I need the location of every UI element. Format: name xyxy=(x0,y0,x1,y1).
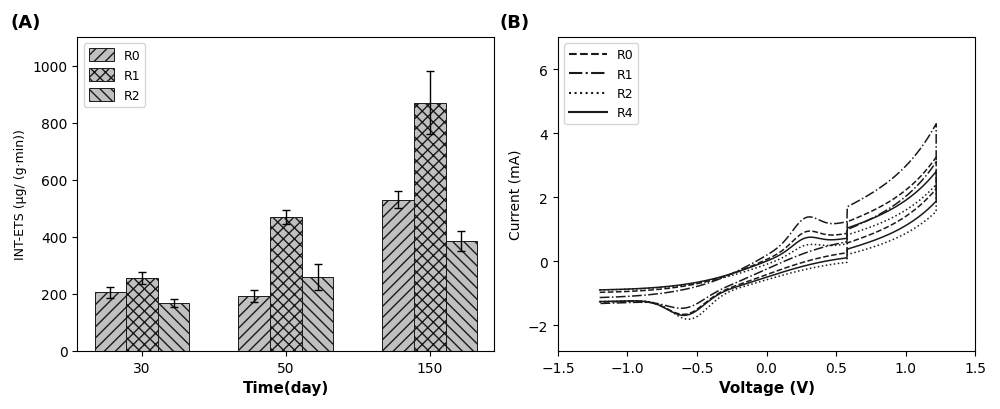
Bar xyxy=(302,278,333,351)
X-axis label: Voltage (V): Voltage (V) xyxy=(719,380,815,395)
Y-axis label: INT-ETS (μg/ (g·min)): INT-ETS (μg/ (g·min)) xyxy=(14,129,27,260)
R4 xyxy=(803,263,815,267)
Bar xyxy=(446,241,477,351)
R1 xyxy=(636,300,648,305)
R2 xyxy=(803,267,815,272)
X-axis label: Time(day): Time(day) xyxy=(243,380,329,395)
R4 xyxy=(678,313,690,318)
R1 xyxy=(594,295,606,300)
Bar xyxy=(95,293,126,351)
R4 xyxy=(930,170,942,175)
R0 xyxy=(803,258,815,263)
Line: R0: R0 xyxy=(600,158,936,315)
R0 xyxy=(714,276,726,281)
R4 xyxy=(606,288,618,292)
R0 xyxy=(636,299,648,304)
R2 xyxy=(636,299,648,304)
Bar xyxy=(270,217,302,351)
R1 xyxy=(803,249,815,254)
R0 xyxy=(922,196,934,201)
Bar xyxy=(158,303,189,351)
R0 xyxy=(606,290,618,295)
R1 xyxy=(606,295,618,300)
R2 xyxy=(714,276,726,281)
Bar xyxy=(382,200,414,351)
Line: R1: R1 xyxy=(600,124,936,308)
R2 xyxy=(594,288,606,293)
R0 xyxy=(594,300,606,305)
R2 xyxy=(606,288,618,292)
R0 xyxy=(930,155,942,160)
R1 xyxy=(675,306,687,311)
R2 xyxy=(930,182,942,187)
Text: (A): (A) xyxy=(11,14,41,32)
R0 xyxy=(594,290,606,295)
R0 xyxy=(898,189,910,194)
R2 xyxy=(594,299,606,304)
R0 xyxy=(677,312,689,317)
R1 xyxy=(930,122,942,127)
Legend: R0, R1, R2: R0, R1, R2 xyxy=(84,44,145,108)
Line: R2: R2 xyxy=(600,185,936,319)
Bar xyxy=(238,297,270,351)
R2 xyxy=(922,216,934,221)
Line: R4: R4 xyxy=(600,172,936,316)
R1 xyxy=(922,171,934,176)
R4 xyxy=(714,275,726,280)
R2 xyxy=(898,209,910,214)
R1 xyxy=(714,276,726,281)
Bar xyxy=(414,103,446,351)
R1 xyxy=(898,166,910,171)
R4 xyxy=(898,200,910,204)
Text: (B): (B) xyxy=(500,14,530,32)
Y-axis label: Current (mA): Current (mA) xyxy=(508,149,522,240)
R4 xyxy=(922,207,934,212)
Bar xyxy=(126,279,158,351)
R2 xyxy=(683,317,695,322)
Legend: R0, R1, R2, R4: R0, R1, R2, R4 xyxy=(564,44,638,125)
R4 xyxy=(594,299,606,304)
R4 xyxy=(594,288,606,292)
R4 xyxy=(636,299,648,304)
R1 xyxy=(594,301,606,306)
